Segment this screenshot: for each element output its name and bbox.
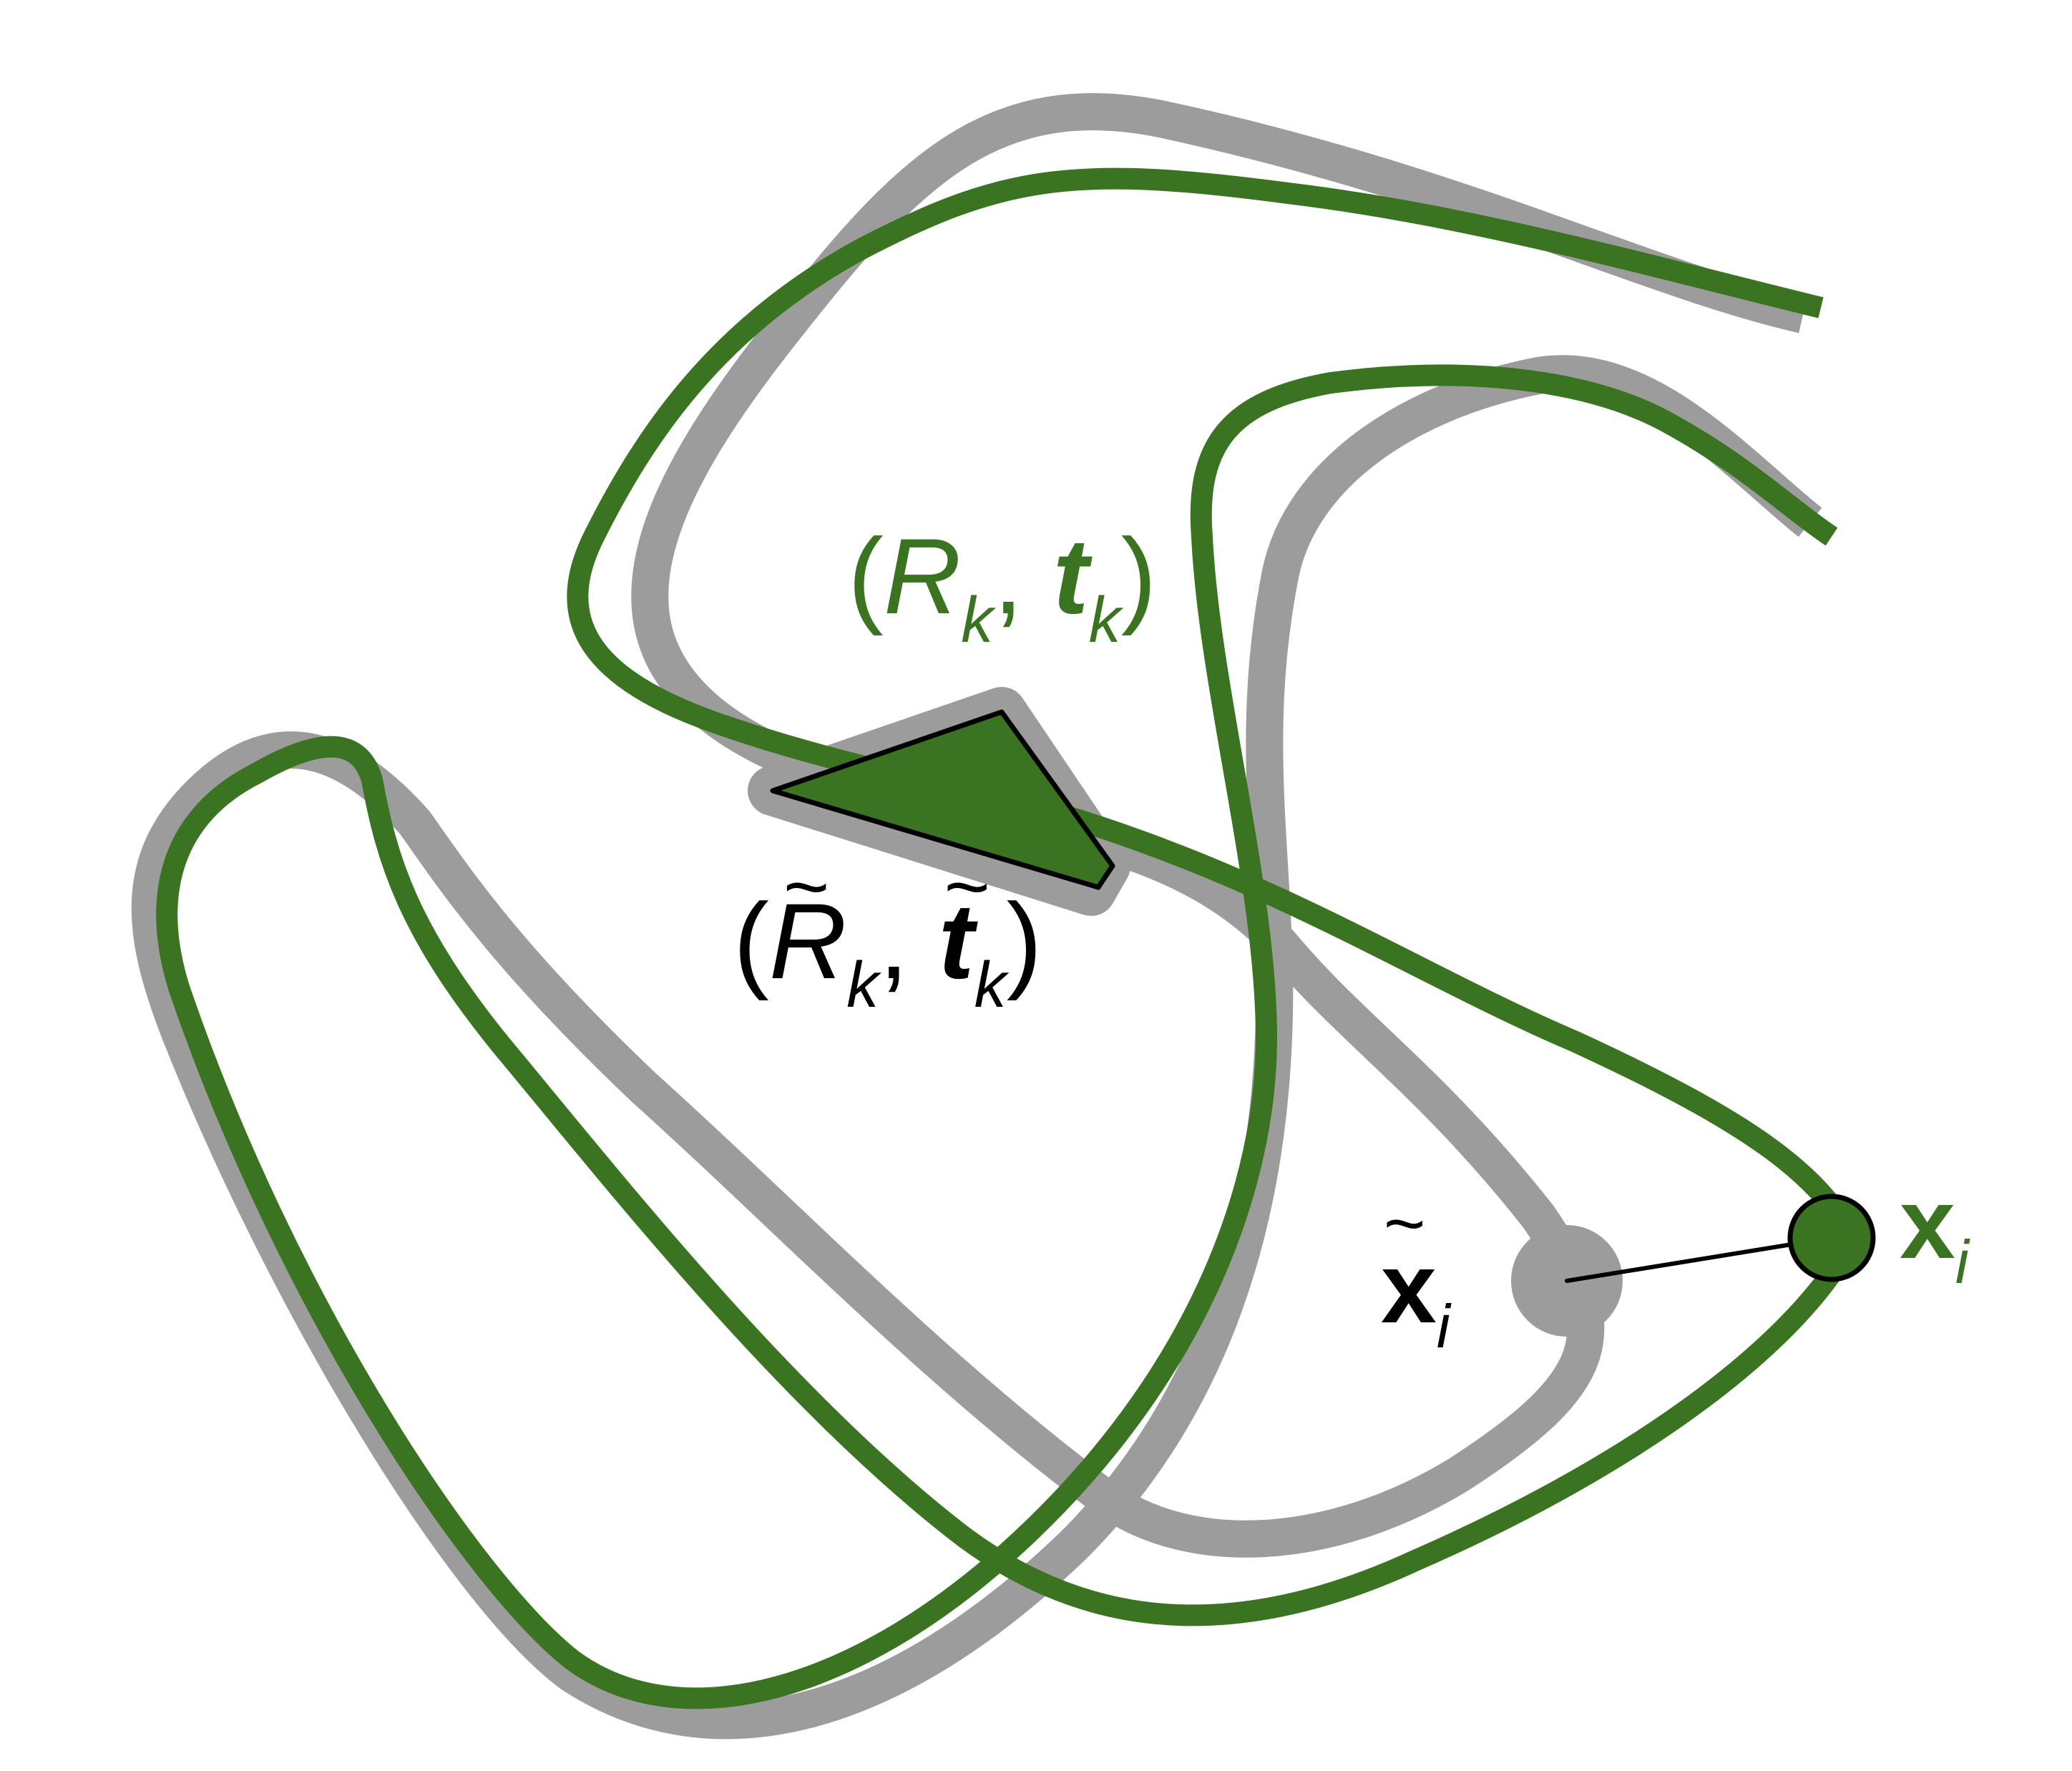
rotation-subscript: k — [846, 950, 879, 1021]
atom-symbol: x — [1381, 1231, 1437, 1344]
translation-symbol: t — [938, 881, 974, 1001]
rotation-symbol: R — [883, 516, 962, 636]
estimated-pose-label: (Rk, tk) — [848, 522, 1157, 653]
translation-tilde: ~ — [944, 843, 990, 931]
reference-pose-label: (~ Rk, ~ tk) — [733, 848, 1042, 1018]
reference-atom-label: ~ xi — [1381, 1188, 1450, 1357]
rotation-tilde: ~ — [783, 843, 830, 931]
atom-displacement-line — [1565, 1236, 1834, 1283]
atom-tilde: ~ — [1384, 1184, 1426, 1264]
translation-subscript: k — [1088, 585, 1121, 656]
atom-symbol: x — [1900, 1167, 1955, 1279]
paren-close: ) — [1120, 516, 1157, 636]
translation-subscript: k — [974, 950, 1007, 1021]
estimated-atom-label: xi — [1900, 1174, 1969, 1294]
rotation-subscript: k — [961, 585, 994, 656]
comma: , — [879, 881, 909, 1001]
paren-close: ) — [1006, 881, 1042, 1001]
atom-subscript: i — [1955, 1229, 1969, 1297]
comma: , — [993, 516, 1023, 636]
atom-subscript: i — [1436, 1293, 1450, 1361]
paren-open: ( — [848, 516, 884, 636]
triangle-frame-icon — [770, 709, 1115, 890]
circle-atom-icon — [1787, 1194, 1876, 1282]
translation-symbol: t — [1052, 516, 1089, 636]
paren-open: ( — [733, 881, 769, 1001]
estimated-backbone-curve — [156, 167, 1864, 1709]
rotation-symbol: R — [768, 881, 847, 1001]
